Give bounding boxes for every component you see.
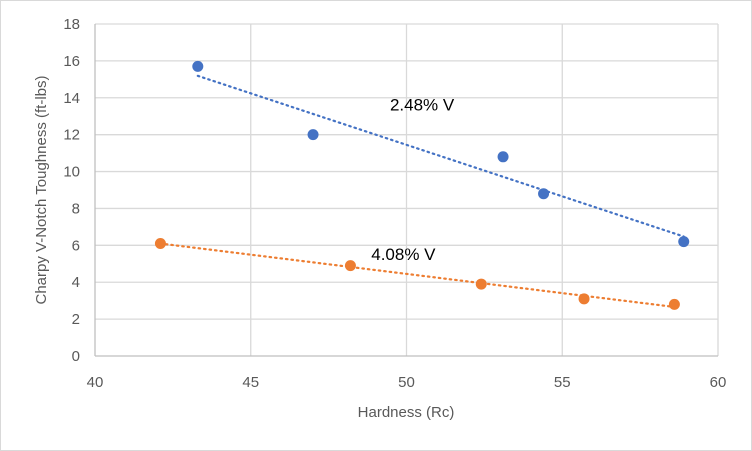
gridlines bbox=[95, 23, 719, 356]
x-tick-label: 50 bbox=[398, 374, 415, 391]
data-point-series-2 bbox=[578, 293, 590, 305]
data-point-series-2 bbox=[154, 237, 166, 249]
y-axis-title: Charpy V-Notch Toughness (ft-lbs) bbox=[33, 76, 50, 305]
data-point-series-1 bbox=[497, 151, 509, 163]
x-tick-label: 60 bbox=[710, 374, 727, 391]
y-tick-label: 14 bbox=[63, 90, 80, 107]
y-tick-label: 18 bbox=[63, 16, 80, 33]
x-axis-title: Hardness (Rc) bbox=[358, 404, 455, 421]
x-tick-label: 55 bbox=[554, 374, 571, 391]
x-tick-label: 40 bbox=[87, 374, 104, 391]
data-points bbox=[154, 60, 690, 310]
x-tick-label: 45 bbox=[242, 374, 259, 391]
y-tick-label: 12 bbox=[63, 127, 80, 144]
y-tick-label: 10 bbox=[63, 164, 80, 181]
series-labels: 2.48% V 4.08% V bbox=[371, 96, 455, 264]
y-tick-label: 8 bbox=[72, 200, 80, 217]
y-tick-label: 0 bbox=[72, 348, 80, 365]
y-tick-label: 16 bbox=[63, 53, 80, 70]
data-point-series-2 bbox=[475, 278, 487, 290]
data-point-series-1 bbox=[192, 60, 204, 72]
data-point-series-2 bbox=[668, 298, 680, 310]
data-point-series-1 bbox=[538, 188, 550, 200]
data-point-series-2 bbox=[344, 260, 356, 272]
y-tick-label: 4 bbox=[72, 274, 80, 291]
series-label-1: 2.48% V bbox=[390, 96, 455, 115]
y-tick-label: 2 bbox=[72, 311, 80, 328]
data-point-series-1 bbox=[307, 129, 319, 141]
series-label-2: 4.08% V bbox=[371, 245, 436, 264]
y-tick-label: 6 bbox=[72, 237, 80, 254]
axes bbox=[94, 24, 718, 357]
tick-labels: 0 2 4 6 8 10 12 14 16 18 40 45 50 55 60 bbox=[63, 16, 726, 391]
data-point-series-1 bbox=[678, 236, 690, 248]
